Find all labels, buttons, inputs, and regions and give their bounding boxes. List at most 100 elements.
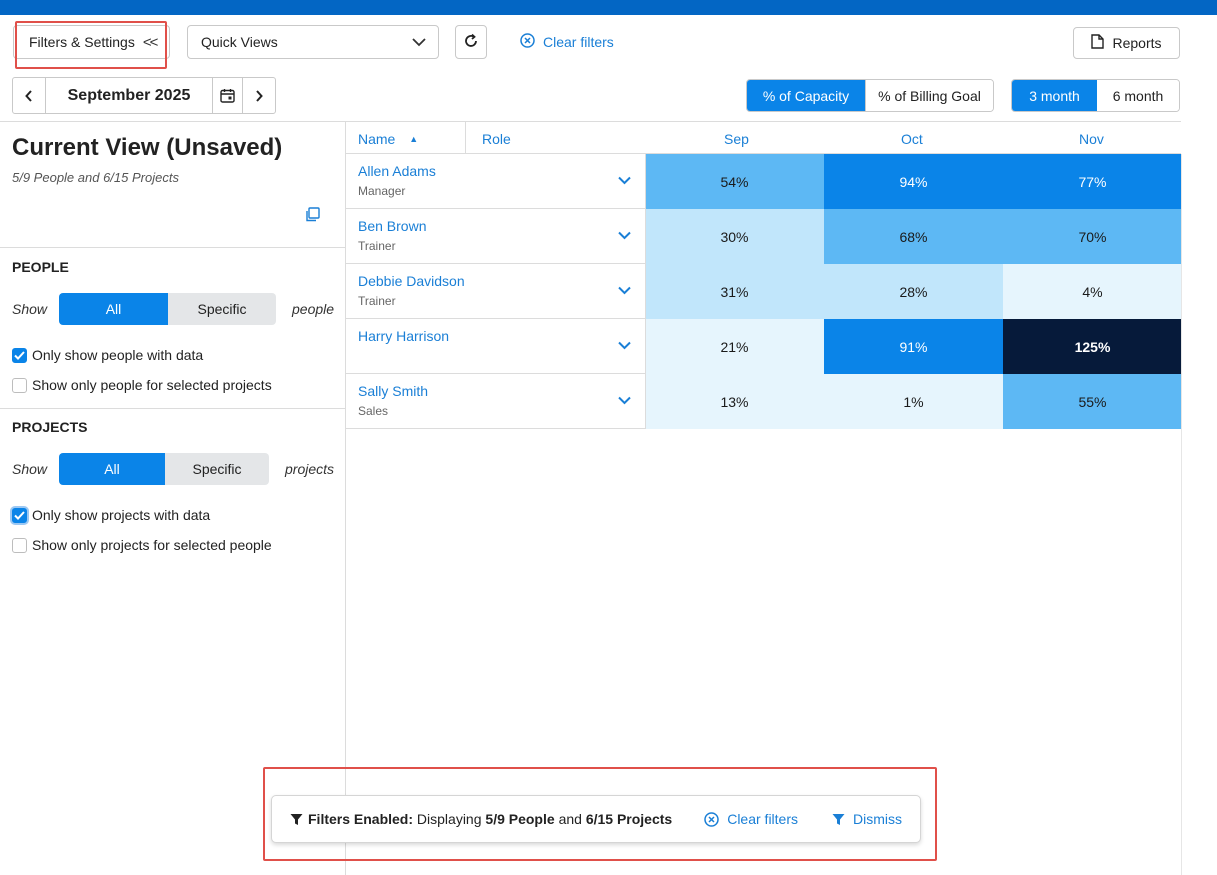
people-for-projects-checkbox[interactable]: Show only people for selected projects bbox=[12, 377, 272, 393]
refresh-icon bbox=[463, 33, 479, 52]
table-row[interactable]: Ben Brown Trainer 30% 68% 70% bbox=[346, 209, 1182, 264]
view-title: Current View (Unsaved) bbox=[12, 134, 283, 161]
month-column-header[interactable]: Nov bbox=[1079, 131, 1104, 147]
reports-label: Reports bbox=[1112, 35, 1162, 51]
and-label: and bbox=[558, 811, 582, 827]
filter-funnel-icon bbox=[832, 813, 845, 826]
billing-goal-option[interactable]: % of Billing Goal bbox=[865, 80, 993, 111]
checkbox-checked-icon[interactable] bbox=[12, 507, 27, 523]
current-period-label[interactable]: September 2025 bbox=[67, 86, 191, 104]
clear-circle-x-icon bbox=[520, 33, 535, 51]
name-column-header[interactable]: Name ▲ bbox=[358, 131, 418, 147]
capacity-cell[interactable]: 31% bbox=[645, 264, 824, 319]
checkbox-checked-icon[interactable] bbox=[12, 347, 27, 363]
dismiss-label: Dismiss bbox=[853, 811, 902, 827]
copy-icon[interactable] bbox=[305, 207, 320, 225]
table-row[interactable]: Sally Smith Sales 13% 1% 55% bbox=[346, 374, 1182, 429]
capacity-cell[interactable]: 70% bbox=[1003, 209, 1182, 264]
quick-views-dropdown[interactable]: Quick Views bbox=[187, 25, 439, 59]
scrollbar-track[interactable] bbox=[1181, 154, 1182, 875]
column-divider bbox=[645, 154, 646, 429]
checkbox-unchecked-icon[interactable] bbox=[12, 377, 27, 393]
person-name-link[interactable]: Ben Brown bbox=[358, 218, 427, 234]
capacity-cell[interactable]: 13% bbox=[645, 374, 824, 429]
person-name-link[interactable]: Allen Adams bbox=[358, 163, 436, 179]
prev-month-button[interactable] bbox=[13, 78, 45, 113]
capacity-cell[interactable]: 28% bbox=[824, 264, 1003, 319]
checkbox-unchecked-icon[interactable] bbox=[12, 537, 27, 553]
capacity-cell[interactable]: 30% bbox=[645, 209, 824, 264]
people-specific-option[interactable]: Specific bbox=[168, 293, 276, 325]
refresh-button[interactable] bbox=[455, 25, 487, 59]
filter-funnel-icon bbox=[290, 813, 303, 826]
projects-with-data-checkbox[interactable]: Only show projects with data bbox=[12, 507, 210, 523]
expand-chevron-icon[interactable] bbox=[618, 337, 631, 353]
capacity-cell[interactable]: 125% bbox=[1003, 319, 1182, 374]
divider bbox=[0, 408, 346, 409]
person-name-link[interactable]: Debbie Davidson bbox=[358, 273, 465, 289]
capacity-cell[interactable]: 54% bbox=[645, 154, 824, 209]
table-row[interactable]: Allen Adams Manager 54% 94% 77% bbox=[346, 154, 1182, 209]
month-column-header[interactable]: Oct bbox=[901, 131, 923, 147]
calendar-icon[interactable] bbox=[212, 78, 242, 113]
banner-clear-label: Clear filters bbox=[727, 811, 798, 827]
capacity-cell[interactable]: 1% bbox=[824, 374, 1003, 429]
expand-chevron-icon[interactable] bbox=[618, 392, 631, 408]
people-count: 5/9 People bbox=[485, 811, 555, 827]
banner-clear-filters-link[interactable]: Clear filters bbox=[704, 811, 798, 827]
people-table-body: Allen Adams Manager 54% 94% 77% Ben Brown Trai… bbox=[346, 154, 1182, 429]
projects-heading: PROJECTS bbox=[12, 419, 88, 435]
metric-toggle: % of Capacity % of Billing Goal bbox=[746, 79, 994, 112]
chevron-right-icon bbox=[256, 89, 263, 102]
filters-enabled-label: Filters Enabled: bbox=[308, 811, 414, 827]
filters-settings-button[interactable]: Filters & Settings << bbox=[13, 25, 170, 59]
header-divider bbox=[465, 122, 466, 154]
highlight-box-banner bbox=[263, 767, 937, 861]
displaying-label: Displaying bbox=[416, 811, 482, 827]
person-name-link[interactable]: Sally Smith bbox=[358, 383, 429, 399]
capacity-cell[interactable]: 91% bbox=[824, 319, 1003, 374]
people-all-option[interactable]: All bbox=[59, 293, 168, 325]
person-role: Trainer bbox=[358, 239, 396, 253]
capacity-option[interactable]: % of Capacity bbox=[747, 80, 865, 111]
projects-specific-option[interactable]: Specific bbox=[165, 453, 269, 485]
capacity-cell[interactable]: 77% bbox=[1003, 154, 1182, 209]
highlight-box-filters bbox=[15, 21, 167, 69]
document-icon bbox=[1091, 34, 1105, 52]
projects-trailing-label: projects bbox=[285, 461, 335, 477]
projects-show-label: Show bbox=[12, 461, 48, 477]
person-name-link[interactable]: Harry Harrison bbox=[358, 328, 450, 344]
capacity-cell[interactable]: 68% bbox=[824, 209, 1003, 264]
clear-filters-label: Clear filters bbox=[543, 34, 614, 50]
next-month-button[interactable] bbox=[243, 78, 275, 113]
three-month-option[interactable]: 3 month bbox=[1012, 80, 1097, 111]
table-row[interactable]: Harry Harrison 21% 91% 125% bbox=[346, 319, 1182, 374]
projects-all-option[interactable]: All bbox=[59, 453, 165, 485]
clear-filters-link[interactable]: Clear filters bbox=[520, 33, 614, 51]
table-row[interactable]: Debbie Davidson Trainer 31% 28% 4% bbox=[346, 264, 1182, 319]
six-month-option[interactable]: 6 month bbox=[1097, 80, 1179, 111]
quick-views-label: Quick Views bbox=[201, 34, 278, 50]
capacity-cell[interactable]: 4% bbox=[1003, 264, 1182, 319]
expand-chevron-icon[interactable] bbox=[618, 282, 631, 298]
capacity-cell[interactable]: 55% bbox=[1003, 374, 1182, 429]
expand-chevron-icon[interactable] bbox=[618, 172, 631, 188]
month-column-header[interactable]: Sep bbox=[724, 131, 749, 147]
projects-for-people-checkbox[interactable]: Show only projects for selected people bbox=[12, 537, 272, 553]
expand-chevron-icon[interactable] bbox=[618, 227, 631, 243]
chevron-left-icon bbox=[25, 89, 32, 102]
people-with-data-checkbox[interactable]: Only show people with data bbox=[12, 347, 203, 363]
capacity-cell[interactable]: 94% bbox=[824, 154, 1003, 209]
name-header-label: Name bbox=[358, 131, 396, 147]
filters-message: Filters Enabled: Displaying 5/9 People a… bbox=[308, 811, 672, 827]
filters-panel: Current View (Unsaved) 5/9 People and 6/… bbox=[0, 121, 346, 875]
people-heading: PEOPLE bbox=[12, 259, 69, 275]
dismiss-link[interactable]: Dismiss bbox=[832, 811, 902, 827]
top-accent-bar bbox=[0, 0, 1217, 15]
capacity-cell[interactable]: 21% bbox=[645, 319, 824, 374]
range-toggle: 3 month 6 month bbox=[1011, 79, 1180, 112]
role-column-header[interactable]: Role bbox=[482, 131, 511, 147]
view-subtitle: 5/9 People and 6/15 Projects bbox=[12, 170, 179, 185]
divider bbox=[0, 247, 346, 248]
reports-button[interactable]: Reports bbox=[1073, 27, 1180, 59]
